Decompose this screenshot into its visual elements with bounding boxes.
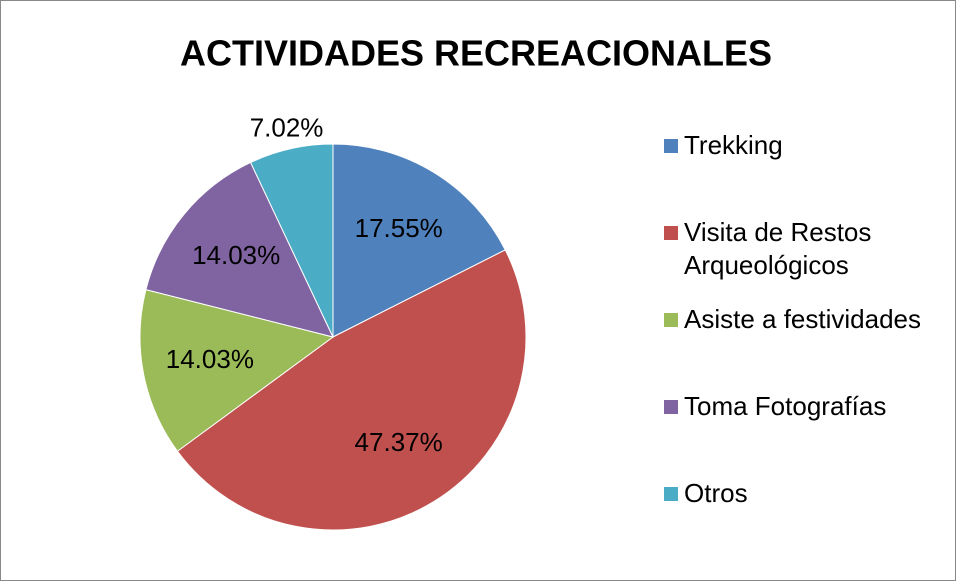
data-label: 7.02% [250,113,324,143]
legend-item: Visita de Restos Arqueológicos [664,216,954,303]
data-label: 14.03% [166,344,254,374]
legend-label: Otros [684,478,748,508]
legend-label: Asiste a festividades [684,304,922,334]
pie-slice [176,249,527,531]
pie-slice [249,143,334,338]
legend-item: Toma Fotografías [664,390,954,477]
legend-item: Otros [664,477,954,564]
legend-swatch [664,139,678,153]
data-label: 14.03% [192,240,280,270]
legend-swatch [664,400,678,414]
chart-title: ACTIVIDADES RECREACIONALES [180,33,772,74]
legend-label: Toma Fotografías [684,391,887,421]
legend-label: Visita de Restos Arqueológicos [684,217,872,280]
legend-swatch [664,226,678,240]
pie-slice [139,288,335,452]
pie-slice [332,143,506,338]
data-label: 17.55% [355,213,443,243]
legend-label: Trekking [684,130,783,160]
legend-swatch [664,313,678,327]
legend-item: Trekking [664,129,954,216]
legend-item: Asiste a festividades [664,303,954,390]
legend: Trekking Visita de Restos Arqueológicos As… [664,129,954,564]
pie-slice [145,161,334,338]
data-label: 47.37% [355,427,443,457]
legend-swatch [664,487,678,501]
